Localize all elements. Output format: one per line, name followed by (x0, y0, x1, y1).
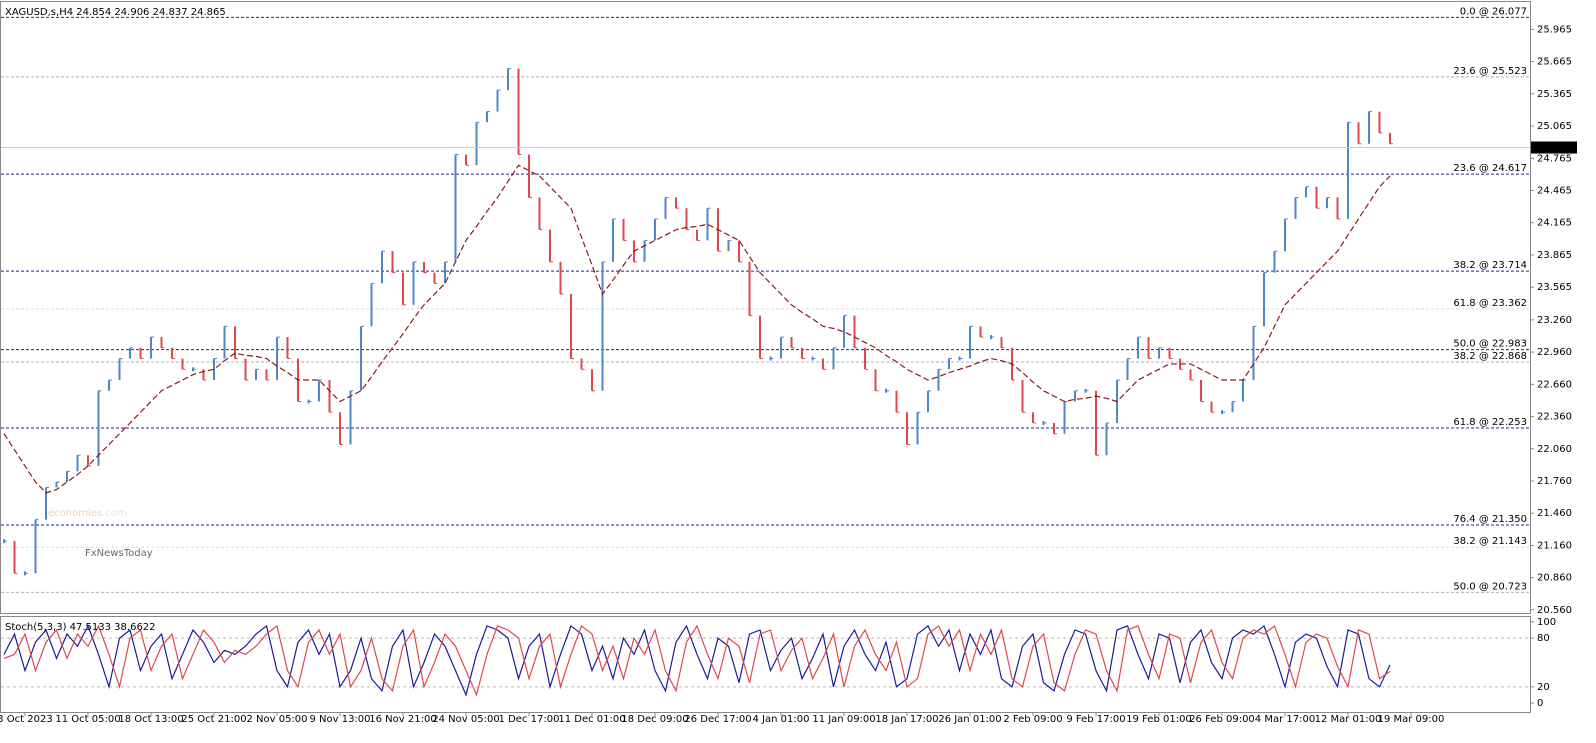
x-tick-label: 18 Jan 17:00 (875, 714, 938, 725)
watermark: FxNewsToday (85, 548, 153, 559)
y-tick-label: 24.765 (1537, 153, 1572, 164)
fib-level-label: 0.0 @ 26.077 (1460, 6, 1527, 17)
current-price-box (1531, 141, 1577, 154)
x-tick-label: 12 Mar 01:00 (1315, 714, 1382, 725)
current-price-label: 24.865 (1534, 143, 1569, 154)
y-tick-label: 22.060 (1537, 444, 1572, 455)
y-tick-label: 80 (1537, 633, 1550, 644)
x-tick-label: 2 Feb 09:00 (1003, 714, 1062, 725)
y-tick-label: 21.460 (1537, 508, 1572, 519)
y-tick-label: 22.960 (1537, 347, 1572, 358)
y-tick-label: 20 (1537, 682, 1550, 693)
x-tick-label: 25 Oct 21:00 (181, 714, 246, 725)
fib-level-label: 61.8 @ 22.253 (1453, 417, 1527, 428)
fib-level-label: 76.4 @ 21.350 (1453, 514, 1527, 525)
x-tick-label: 19 Feb 01:00 (1126, 714, 1192, 725)
watermark-part: economies (48, 508, 102, 519)
x-tick-label: 4 Jan 01:00 (753, 714, 810, 725)
y-tick-label: 25.965 (1537, 24, 1572, 35)
y-tick-label: 100 (1537, 617, 1556, 628)
x-tick-label: 1 Dec 17:00 (499, 714, 560, 725)
y-tick-label: 24.465 (1537, 185, 1572, 196)
x-tick-label: 3 Oct 2023 (0, 714, 53, 725)
panel-title: Stoch(5,3,3) 47.5133 38.6622 (5, 622, 156, 633)
fib-level-label: 38.2 @ 22.868 (1453, 351, 1527, 362)
fib-level-label: 38.2 @ 23.714 (1453, 260, 1527, 271)
x-tick-label: 11 Oct 05:00 (55, 714, 120, 725)
x-tick-label: 9 Nov 13:00 (309, 714, 370, 725)
watermark: economies.com (48, 508, 127, 519)
y-tick-label: 20.860 (1537, 573, 1572, 584)
fib-level-label: 50.0 @ 20.723 (1453, 581, 1527, 592)
y-tick-label: 21.160 (1537, 540, 1572, 551)
fib-level-label: 61.8 @ 23.362 (1453, 298, 1527, 309)
x-tick-label: 11 Dec 01:00 (558, 714, 625, 725)
price-panel (0, 1, 1531, 614)
x-tick-label: 2 Nov 05:00 (246, 714, 307, 725)
x-tick-label: 18 Oct 13:00 (118, 714, 183, 725)
x-tick-label: 26 Dec 17:00 (684, 714, 751, 725)
watermark-part: .com (102, 508, 127, 519)
y-tick-label: 20.560 (1537, 605, 1572, 616)
x-tick-label: 26 Jan 01:00 (938, 714, 1001, 725)
x-tick-label: 26 Feb 09:00 (1189, 714, 1255, 725)
x-tick-label: 16 Nov 21:00 (369, 714, 436, 725)
y-tick-label: 23.565 (1537, 282, 1572, 293)
fib-level-label: 23.6 @ 25.523 (1453, 66, 1527, 77)
x-tick-label: 19 Mar 09:00 (1378, 714, 1445, 725)
x-tick-label: 9 Feb 17:00 (1066, 714, 1125, 725)
fib-level-label: 38.2 @ 21.143 (1453, 536, 1527, 547)
x-tick-label: 4 Mar 17:00 (1255, 714, 1315, 725)
moving-average (3, 624, 1391, 697)
stoch-line (3, 624, 1391, 697)
y-tick-label: 25.065 (1537, 121, 1572, 132)
y-tick-label: 23.865 (1537, 250, 1572, 261)
y-tick-label: 22.360 (1537, 412, 1572, 423)
x-tick-label: 18 Dec 09:00 (621, 714, 688, 725)
y-tick-label: 0 (1537, 698, 1543, 709)
y-tick-label: 24.165 (1537, 218, 1572, 229)
y-tick-label: 25.365 (1537, 89, 1572, 100)
y-tick-label: 21.760 (1537, 476, 1572, 487)
stoch-panel (0, 616, 1531, 713)
y-tick-label: 25.665 (1537, 57, 1572, 68)
y-tick-label: 23.260 (1537, 315, 1572, 326)
moving-average (3, 164, 1391, 494)
panel-title: XAGUSD,s,H4 24.854 24.906 24.837 24.865 (5, 7, 226, 18)
y-tick-label: 22.660 (1537, 379, 1572, 390)
x-tick-label: 11 Jan 09:00 (812, 714, 875, 725)
fib-level-label: 23.6 @ 24.617 (1453, 163, 1527, 174)
fib-level-label: 50.0 @ 22.983 (1453, 339, 1527, 350)
x-tick-label: 24 Nov 05:00 (432, 714, 499, 725)
